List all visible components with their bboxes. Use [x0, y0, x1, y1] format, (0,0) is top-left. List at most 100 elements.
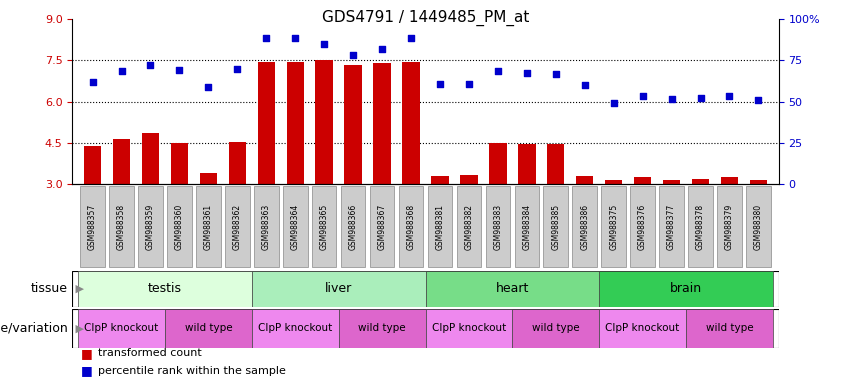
FancyBboxPatch shape: [341, 186, 365, 267]
Bar: [258, 62, 275, 184]
Bar: [721, 177, 738, 184]
FancyBboxPatch shape: [252, 271, 426, 307]
Bar: [460, 175, 477, 184]
Point: [665, 96, 678, 102]
Point: [375, 46, 389, 53]
FancyBboxPatch shape: [688, 186, 713, 267]
Text: liver: liver: [325, 283, 352, 295]
Bar: [547, 144, 564, 184]
Text: GSM988367: GSM988367: [378, 204, 386, 250]
FancyBboxPatch shape: [457, 186, 481, 267]
FancyBboxPatch shape: [370, 186, 394, 267]
Text: GSM988375: GSM988375: [609, 204, 618, 250]
Point: [202, 84, 215, 90]
Text: GSM988360: GSM988360: [175, 204, 184, 250]
Text: ClpP knockout: ClpP knockout: [258, 323, 333, 333]
FancyBboxPatch shape: [165, 309, 252, 348]
Text: ClpP knockout: ClpP knockout: [84, 323, 158, 333]
Bar: [750, 180, 767, 184]
FancyBboxPatch shape: [544, 186, 568, 267]
Text: testis: testis: [148, 283, 182, 295]
Point: [433, 81, 447, 87]
Point: [317, 41, 331, 47]
FancyBboxPatch shape: [252, 309, 339, 348]
Text: GSM988379: GSM988379: [725, 204, 734, 250]
Point: [231, 66, 244, 72]
FancyBboxPatch shape: [602, 186, 626, 267]
FancyBboxPatch shape: [599, 271, 773, 307]
Text: GSM988378: GSM988378: [696, 204, 705, 250]
Bar: [663, 180, 680, 184]
Point: [115, 68, 129, 74]
Text: GSM988383: GSM988383: [494, 204, 502, 250]
Text: heart: heart: [495, 283, 529, 295]
Text: GSM988362: GSM988362: [233, 204, 242, 250]
Text: GSM988361: GSM988361: [204, 204, 213, 250]
Bar: [200, 173, 217, 184]
Text: ClpP knockout: ClpP knockout: [605, 323, 680, 333]
Text: tissue: tissue: [31, 283, 68, 295]
Bar: [374, 63, 391, 184]
Bar: [113, 139, 130, 184]
FancyBboxPatch shape: [339, 309, 426, 348]
Bar: [345, 65, 362, 184]
Text: wild type: wild type: [705, 323, 753, 333]
FancyBboxPatch shape: [225, 186, 249, 267]
Text: GSM988365: GSM988365: [320, 204, 328, 250]
Text: ClpP knockout: ClpP knockout: [431, 323, 506, 333]
Point: [636, 93, 649, 99]
Text: GSM988385: GSM988385: [551, 204, 560, 250]
Point: [260, 35, 273, 41]
FancyBboxPatch shape: [486, 186, 510, 267]
Text: GSM988377: GSM988377: [667, 204, 676, 250]
Text: GDS4791 / 1449485_PM_at: GDS4791 / 1449485_PM_at: [322, 10, 529, 26]
Text: wild type: wild type: [358, 323, 406, 333]
FancyBboxPatch shape: [631, 186, 655, 267]
Point: [520, 70, 534, 76]
FancyBboxPatch shape: [399, 186, 423, 267]
Bar: [518, 144, 535, 184]
FancyBboxPatch shape: [686, 309, 773, 348]
Text: GSM988368: GSM988368: [407, 204, 415, 250]
Text: genotype/variation: genotype/variation: [0, 322, 68, 335]
Text: wild type: wild type: [532, 323, 580, 333]
Point: [288, 35, 302, 41]
FancyBboxPatch shape: [283, 186, 307, 267]
Text: GSM988384: GSM988384: [523, 204, 531, 250]
FancyBboxPatch shape: [196, 186, 220, 267]
Bar: [287, 62, 304, 184]
Text: wild type: wild type: [185, 323, 232, 333]
Bar: [431, 176, 448, 184]
Bar: [634, 177, 651, 184]
Text: brain: brain: [670, 283, 702, 295]
Point: [86, 79, 100, 86]
Point: [751, 97, 765, 103]
Text: ■: ■: [81, 347, 93, 360]
Point: [694, 94, 707, 101]
FancyBboxPatch shape: [426, 271, 599, 307]
Point: [578, 82, 591, 88]
FancyBboxPatch shape: [109, 186, 134, 267]
Point: [722, 93, 736, 99]
Point: [607, 100, 620, 106]
Text: GSM988386: GSM988386: [580, 204, 589, 250]
Point: [173, 67, 186, 73]
Text: ■: ■: [81, 364, 93, 377]
Bar: [403, 62, 420, 184]
Text: ▶: ▶: [72, 323, 84, 333]
FancyBboxPatch shape: [599, 309, 686, 348]
Bar: [692, 179, 709, 184]
Bar: [84, 146, 101, 184]
Point: [404, 35, 418, 41]
FancyBboxPatch shape: [167, 186, 191, 267]
Text: GSM988376: GSM988376: [638, 204, 647, 250]
Point: [346, 52, 360, 58]
Text: GSM988364: GSM988364: [291, 204, 300, 250]
Text: GSM988358: GSM988358: [117, 204, 126, 250]
Point: [144, 61, 157, 68]
Text: GSM988363: GSM988363: [262, 204, 271, 250]
Point: [491, 68, 505, 74]
Bar: [171, 143, 188, 184]
FancyBboxPatch shape: [254, 186, 278, 267]
FancyBboxPatch shape: [660, 186, 684, 267]
